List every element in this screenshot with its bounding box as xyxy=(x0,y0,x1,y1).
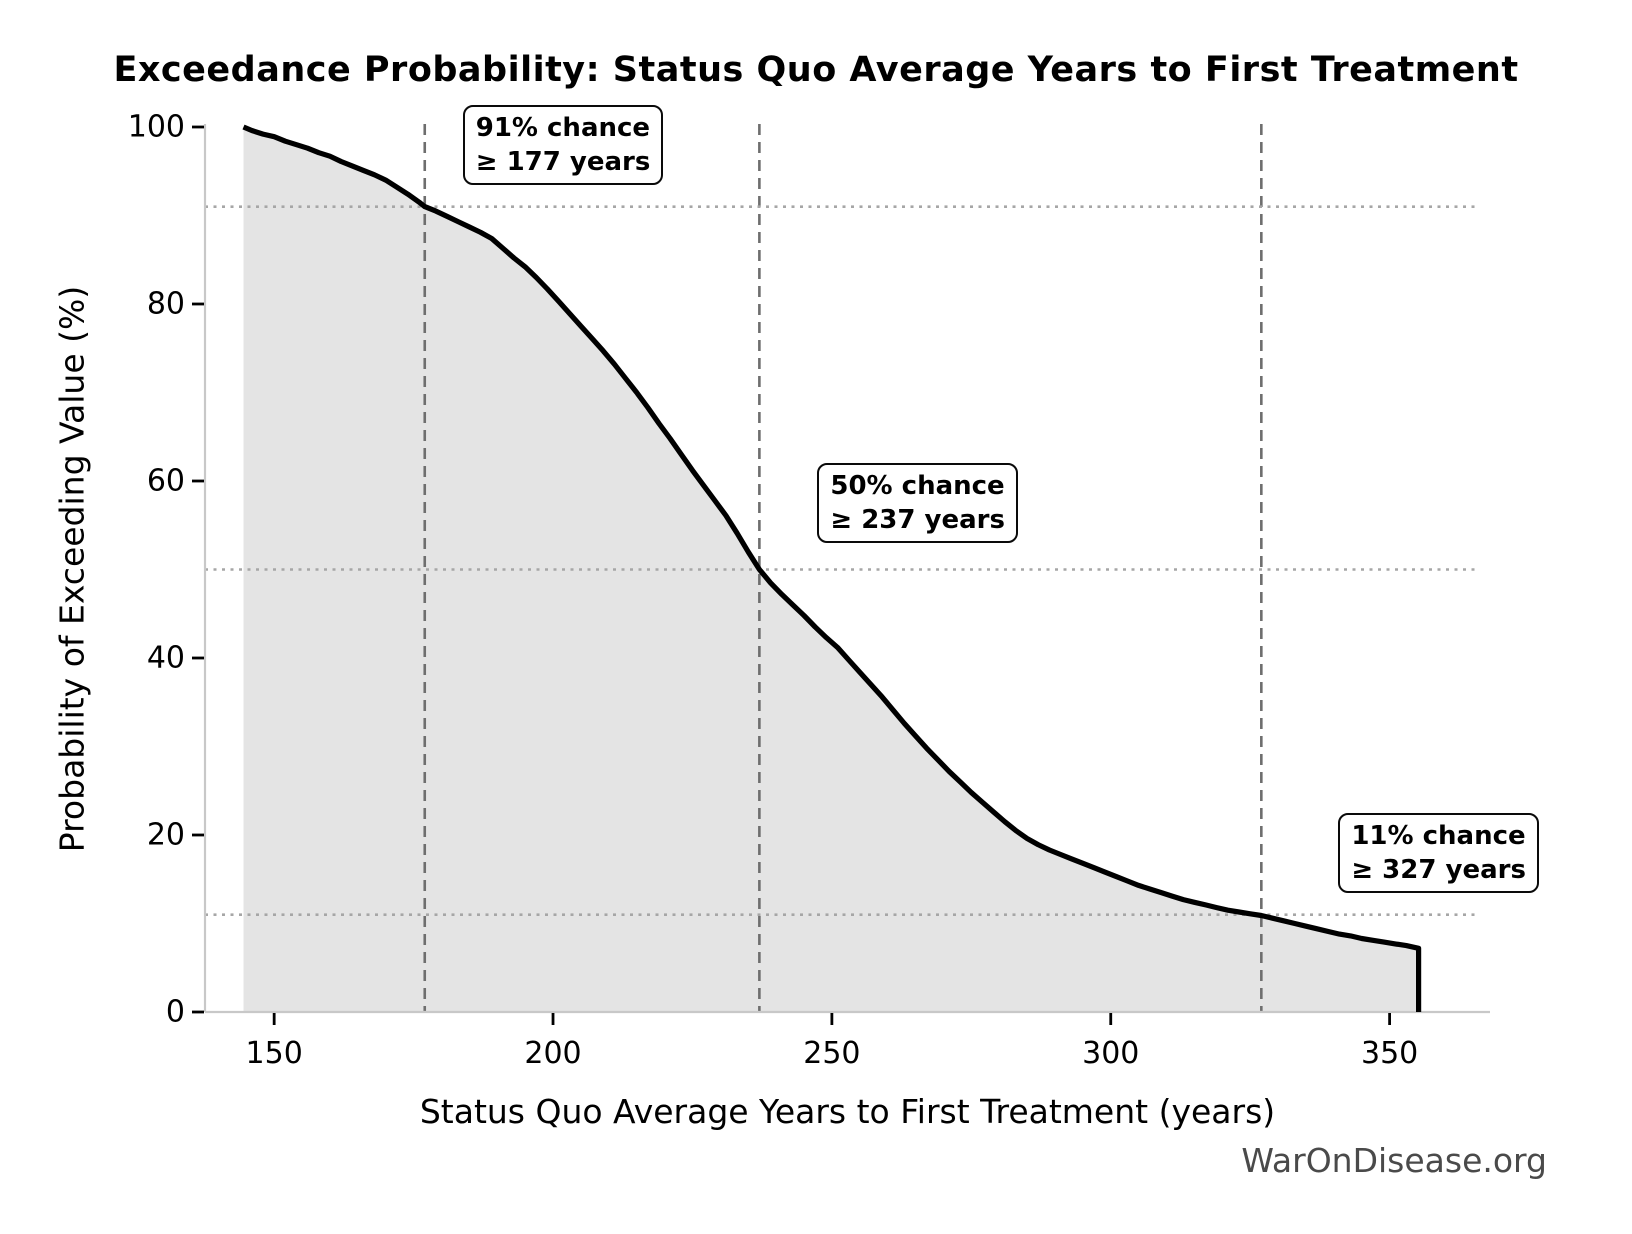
y-tick-label-20: 20 xyxy=(146,817,185,853)
x-tick-label-300: 300 xyxy=(1082,1036,1140,1071)
annotation-chance-text: 50% chance xyxy=(830,470,1005,501)
y-tick-label-100: 100 xyxy=(127,109,185,145)
annotation-years-text: ≥ 237 years xyxy=(830,504,1005,535)
annotation-years-text: ≥ 327 years xyxy=(1351,854,1526,885)
annotation-box-327yr: 11% chance ≥ 327 years xyxy=(1338,812,1539,893)
x-tick-label-200: 200 xyxy=(524,1036,582,1071)
y-axis-label: Probability of Exceeding Value (%) xyxy=(52,285,92,853)
y-tick-label-80: 80 xyxy=(146,286,185,322)
annotation-chance-text: 11% chance xyxy=(1351,820,1526,851)
y-tick-label-0: 0 xyxy=(165,994,185,1030)
x-axis-label: Status Quo Average Years to First Treatm… xyxy=(419,1092,1276,1131)
annotation-box-237yr: 50% chance ≥ 237 years xyxy=(817,462,1018,543)
annotation-box-177yr: 91% chance ≥ 177 years xyxy=(462,104,664,185)
annotation-years-text: ≥ 177 years xyxy=(475,146,651,177)
x-tick-label-350: 350 xyxy=(1360,1036,1419,1071)
watermark: WarOnDisease.org xyxy=(1241,1141,1547,1180)
exceedance-curve xyxy=(242,124,1422,1012)
y-tick-label-60: 60 xyxy=(146,463,185,499)
annotation-chance-text: 91% chance xyxy=(475,112,651,143)
x-tick-label-150: 150 xyxy=(245,1036,303,1071)
x-tick-label-250: 250 xyxy=(803,1036,861,1071)
chart-title: Exceedance Probability: Status Quo Avera… xyxy=(113,50,1519,90)
y-tick-label-40: 40 xyxy=(146,640,185,676)
curve-fill-area xyxy=(243,127,1419,1012)
